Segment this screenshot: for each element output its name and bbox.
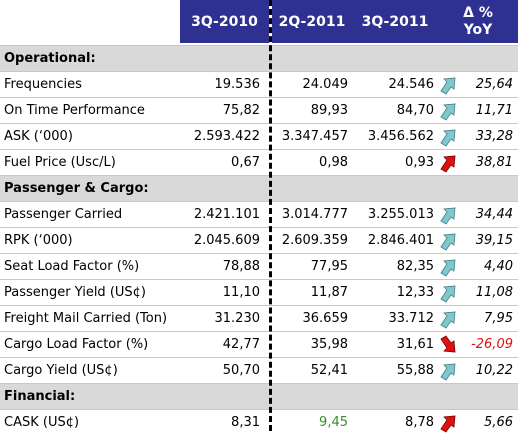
value-3q2010: 78,88 (222, 259, 260, 274)
trend-up-warning-icon (437, 410, 461, 435)
value-3q2011: 55,88 (396, 363, 434, 378)
value-3q2010: 2.593.422 (193, 129, 260, 144)
trend-up-icon (437, 358, 461, 383)
value-3q2011: 24.546 (388, 77, 435, 92)
yoy-change: 11,08 (475, 285, 513, 300)
yoy-change: 10,22 (475, 363, 513, 378)
yoy-change: 11,71 (475, 103, 513, 118)
metric-label: Passenger Yield (US¢) (4, 285, 146, 300)
table-row: Passenger Yield (US¢) 11,10 11,87 12,33 11,0… (0, 279, 518, 305)
section-header: Passenger & Cargo: (0, 175, 518, 201)
table-row: RPK (‘000) 2.045.609 2.609.359 2.846.401 39,… (0, 227, 518, 253)
yoy-change: 39,15 (475, 233, 513, 248)
table-row: Seat Load Factor (%) 78,88 77,95 82,35 4,40 (0, 253, 518, 279)
table-row: CASK (US¢) 8,31 9,45 8,78 5,66 (0, 409, 518, 435)
table-row: Passenger Carried 2.421.101 3.014.777 3.255… (0, 201, 518, 227)
value-2q2011: 0,98 (319, 155, 348, 170)
value-2q2011: 9,45 (319, 415, 348, 430)
metric-label: ASK (‘000) (4, 129, 73, 144)
trend-up-warning-icon (437, 150, 461, 175)
value-3q2011: 82,35 (396, 259, 434, 274)
metric-label: RPK (‘000) (4, 233, 73, 248)
section-title: Operational: (4, 51, 96, 66)
col-header-2q2011: 2Q-2011 (272, 0, 352, 43)
trend-down-icon (437, 332, 461, 357)
section-header: Financial: (0, 383, 518, 409)
value-2q2011: 35,98 (310, 337, 348, 352)
trend-up-icon (437, 228, 461, 253)
value-3q2010: 0,67 (231, 155, 260, 170)
value-3q2011: 31,61 (396, 337, 434, 352)
trend-up-icon (437, 98, 461, 123)
table-row: On Time Performance 75,82 89,93 84,70 11,71 (0, 97, 518, 123)
table-row: Freight Mail Carried (Ton) 31.230 36.659 33… (0, 305, 518, 331)
value-3q2011: 0,93 (405, 155, 434, 170)
value-2q2011: 36.659 (302, 311, 349, 326)
value-3q2010: 50,70 (222, 363, 260, 378)
trend-up-icon (437, 254, 461, 279)
metric-label: Fuel Price (Usc/L) (4, 155, 116, 170)
col-header-delta-yoy: Δ % YoY (438, 0, 518, 43)
value-3q2011: 3.255.013 (367, 207, 434, 222)
section-title: Passenger & Cargo: (4, 181, 149, 196)
section-title: Financial: (4, 389, 76, 404)
value-3q2011: 3.456.562 (367, 129, 434, 144)
value-3q2010: 11,10 (222, 285, 260, 300)
yoy-change: 7,95 (484, 311, 513, 326)
value-3q2010: 19.536 (214, 77, 261, 92)
trend-up-icon (437, 306, 461, 331)
value-2q2011: 2.609.359 (281, 233, 348, 248)
metric-label: On Time Performance (4, 103, 145, 118)
metric-label: Freight Mail Carried (Ton) (4, 311, 168, 326)
value-2q2011: 24.049 (302, 77, 349, 92)
value-2q2011: 11,87 (310, 285, 348, 300)
value-2q2011: 89,93 (310, 103, 348, 118)
table-row: Cargo Load Factor (%) 42,77 35,98 31,61 -26,… (0, 331, 518, 357)
value-3q2011: 12,33 (396, 285, 434, 300)
value-3q2010: 2.421.101 (193, 207, 260, 222)
trend-up-icon (437, 280, 461, 305)
trend-up-icon (437, 202, 461, 227)
trend-up-icon (437, 72, 461, 97)
value-3q2010: 2.045.609 (193, 233, 260, 248)
yoy-change: 33,28 (475, 129, 513, 144)
value-3q2011: 84,70 (396, 103, 434, 118)
metric-label: Seat Load Factor (%) (4, 259, 140, 274)
yoy-change: 34,44 (475, 207, 513, 222)
metric-label: Cargo Load Factor (%) (4, 337, 149, 352)
metric-label: CASK (US¢) (4, 415, 80, 430)
metric-label: Frequencies (4, 77, 82, 92)
table-row: Frequencies 19.536 24.049 24.546 25,64 (0, 71, 518, 97)
value-3q2010: 42,77 (222, 337, 260, 352)
metric-label: Passenger Carried (4, 207, 123, 222)
section-header: Operational: (0, 45, 518, 71)
trend-up-icon (437, 124, 461, 149)
col-header-3q2010: 3Q-2010 (180, 0, 269, 43)
yoy-change: 4,40 (484, 259, 513, 274)
metric-label: Cargo Yield (US¢) (4, 363, 118, 378)
table-row: Fuel Price (Usc/L) 0,67 0,98 0,93 38,81 (0, 149, 518, 175)
col-header-3q2011: 3Q-2011 (352, 0, 438, 43)
value-2q2011: 3.347.457 (281, 129, 348, 144)
period-divider (269, 0, 272, 431)
yoy-change: 38,81 (475, 155, 513, 170)
col-header-yoy: YoY (463, 21, 493, 38)
value-3q2011: 8,78 (405, 415, 434, 430)
value-3q2010: 31.230 (214, 311, 261, 326)
yoy-change: 5,66 (484, 415, 513, 430)
value-3q2011: 2.846.401 (367, 233, 434, 248)
col-header-delta: Δ % (463, 4, 493, 21)
value-3q2011: 33.712 (388, 311, 435, 326)
yoy-change: -26,09 (471, 337, 513, 352)
table-row: Cargo Yield (US¢) 50,70 52,41 55,88 10,22 (0, 357, 518, 383)
value-2q2011: 77,95 (310, 259, 348, 274)
value-2q2011: 3.014.777 (281, 207, 348, 222)
yoy-change: 25,64 (475, 77, 513, 92)
table-row: ASK (‘000) 2.593.422 3.347.457 3.456.562 33,… (0, 123, 518, 149)
value-3q2010: 75,82 (222, 103, 260, 118)
value-3q2010: 8,31 (231, 415, 260, 430)
value-2q2011: 52,41 (310, 363, 348, 378)
